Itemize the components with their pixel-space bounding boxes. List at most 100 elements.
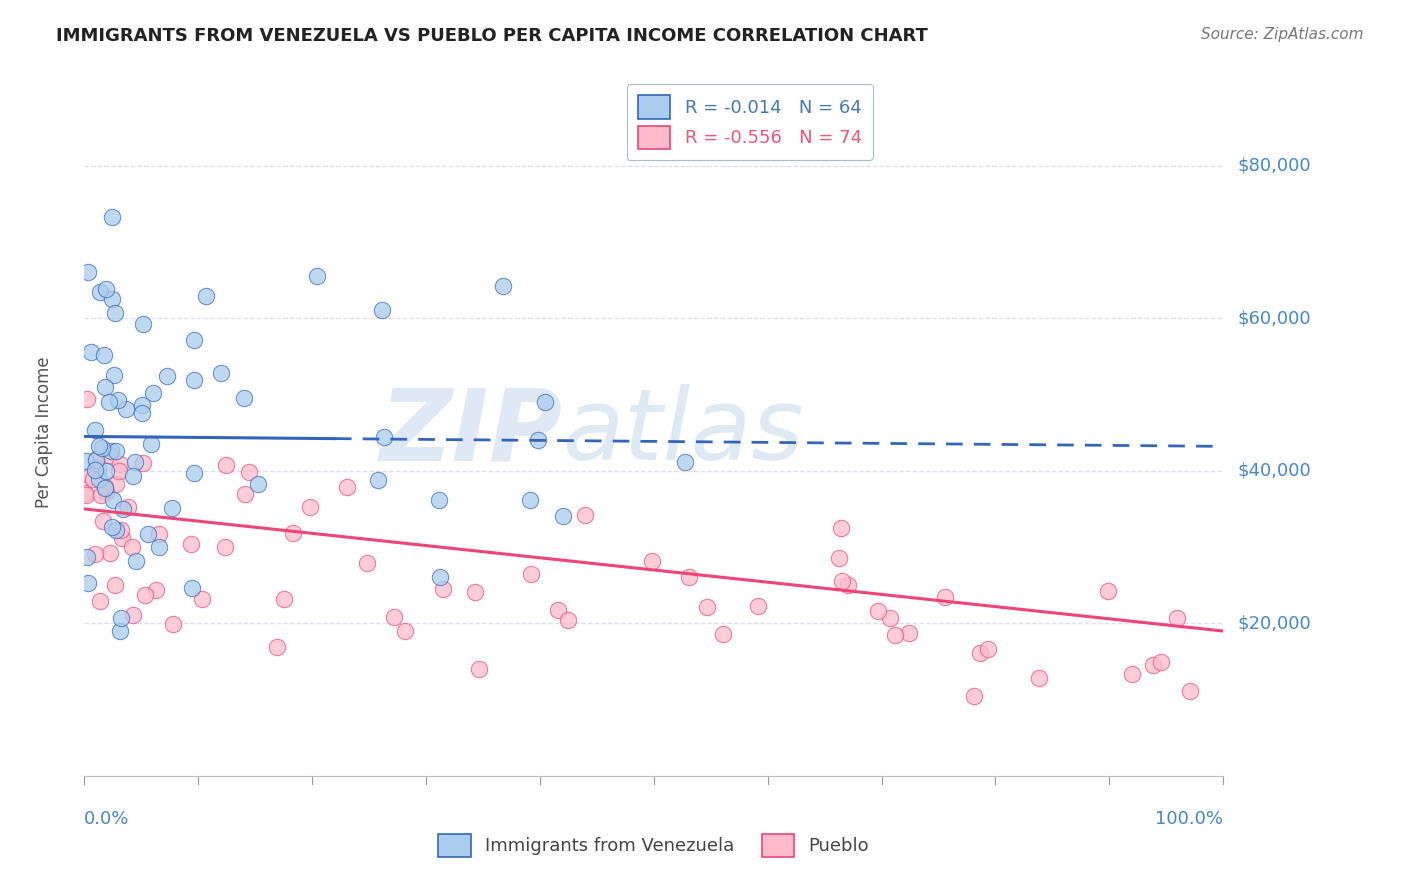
Point: [100, 292, 122, 306]
Point: [641, 554, 664, 568]
Text: 0.0%: 0.0%: [84, 810, 129, 829]
Point: [87, 462, 110, 476]
Point: [132, 456, 155, 470]
Point: [125, 554, 148, 568]
Point: [233, 392, 256, 406]
Point: [432, 582, 454, 597]
Point: [117, 500, 139, 515]
Point: [427, 492, 450, 507]
Point: [87, 472, 110, 486]
Point: [107, 393, 129, 408]
Point: [80, 344, 103, 359]
Point: [103, 368, 125, 382]
Point: [183, 373, 205, 387]
Point: [696, 599, 718, 614]
Point: [136, 527, 159, 541]
Point: [747, 599, 769, 614]
Point: [83, 463, 105, 477]
Point: [547, 603, 569, 617]
Point: [491, 279, 513, 293]
Point: [963, 689, 986, 703]
Point: [132, 317, 155, 331]
Point: [160, 501, 183, 516]
Point: [124, 455, 146, 469]
Point: [884, 628, 907, 642]
Point: [180, 537, 202, 551]
Point: [75, 487, 97, 501]
Point: [394, 624, 416, 639]
Point: [1180, 683, 1202, 698]
Point: [534, 395, 557, 409]
Point: [98, 448, 121, 462]
Point: [830, 520, 852, 534]
Point: [678, 570, 700, 584]
Point: [100, 443, 122, 458]
Text: atlas: atlas: [562, 384, 804, 481]
Point: [108, 457, 131, 471]
Point: [1097, 584, 1119, 599]
Point: [464, 585, 486, 599]
Point: [91, 514, 114, 528]
Point: [273, 592, 295, 607]
Point: [90, 442, 112, 456]
Point: [134, 588, 156, 602]
Point: [148, 541, 170, 555]
Point: [79, 468, 101, 483]
Point: [76, 392, 98, 406]
Point: [866, 604, 889, 618]
Point: [90, 488, 112, 502]
Point: [101, 493, 124, 508]
Point: [83, 547, 105, 561]
Text: Source: ZipAtlas.com: Source: ZipAtlas.com: [1201, 27, 1364, 42]
Point: [121, 540, 143, 554]
Point: [557, 613, 579, 627]
Point: [104, 578, 127, 592]
Point: [307, 269, 329, 284]
Point: [1150, 656, 1173, 670]
Point: [105, 476, 128, 491]
Point: [148, 526, 170, 541]
Point: [142, 386, 165, 401]
Point: [183, 466, 205, 480]
Point: [934, 591, 956, 605]
Point: [373, 429, 395, 443]
Point: [108, 624, 131, 638]
Point: [82, 472, 104, 486]
Point: [96, 484, 118, 499]
Point: [89, 285, 111, 300]
Point: [1142, 658, 1164, 673]
Text: ZIP: ZIP: [380, 384, 562, 481]
Point: [94, 480, 117, 494]
Point: [84, 423, 107, 437]
Text: $20,000: $20,000: [1237, 615, 1310, 632]
Point: [76, 550, 98, 565]
Point: [110, 611, 132, 625]
Point: [111, 531, 134, 545]
Point: [181, 581, 204, 595]
Point: [553, 508, 575, 523]
Point: [77, 575, 100, 590]
Point: [356, 556, 378, 570]
Point: [298, 500, 321, 514]
Point: [247, 476, 270, 491]
Point: [93, 348, 115, 362]
Point: [520, 566, 543, 581]
Text: $80,000: $80,000: [1237, 156, 1310, 175]
Point: [122, 469, 145, 483]
Point: [101, 520, 124, 534]
Point: [101, 210, 124, 224]
Point: [139, 437, 162, 451]
Point: [98, 546, 121, 560]
Point: [977, 642, 1000, 657]
Point: [87, 439, 110, 453]
Point: [97, 395, 120, 409]
Point: [711, 627, 734, 641]
Point: [96, 464, 118, 478]
Point: [94, 481, 117, 495]
Point: [108, 464, 131, 478]
Text: $40,000: $40,000: [1237, 462, 1310, 480]
Point: [1166, 611, 1188, 625]
Point: [266, 640, 288, 654]
Point: [371, 303, 394, 318]
Point: [879, 611, 901, 625]
